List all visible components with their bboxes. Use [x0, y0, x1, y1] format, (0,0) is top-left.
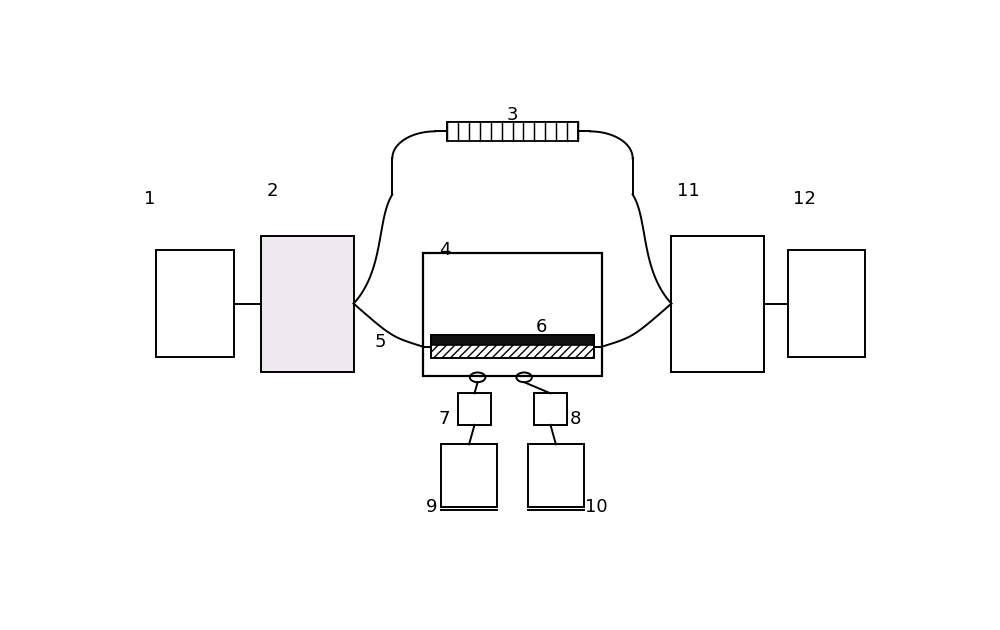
Bar	[431, 335, 594, 345]
Bar	[423, 253, 602, 376]
Text: 5: 5	[375, 333, 386, 351]
Text: 7: 7	[439, 410, 450, 428]
Bar	[447, 122, 578, 140]
Bar	[431, 335, 594, 358]
Bar	[458, 393, 491, 425]
Text: 12: 12	[793, 190, 816, 208]
Bar	[671, 236, 764, 372]
Text: 6: 6	[536, 318, 547, 336]
Bar	[261, 236, 354, 372]
Text: 3: 3	[506, 106, 518, 123]
Bar	[441, 444, 497, 507]
Text: 2: 2	[267, 182, 278, 200]
Bar	[156, 250, 234, 357]
Text: 8: 8	[570, 410, 581, 428]
Bar	[528, 444, 584, 507]
Bar	[534, 393, 567, 425]
Bar	[447, 122, 578, 140]
Text: 1: 1	[144, 190, 156, 208]
Bar	[788, 250, 865, 357]
Bar	[431, 345, 594, 358]
Text: 4: 4	[439, 241, 450, 258]
Text: 10: 10	[585, 498, 608, 515]
Text: 11: 11	[677, 182, 700, 200]
Text: 9: 9	[426, 498, 437, 515]
